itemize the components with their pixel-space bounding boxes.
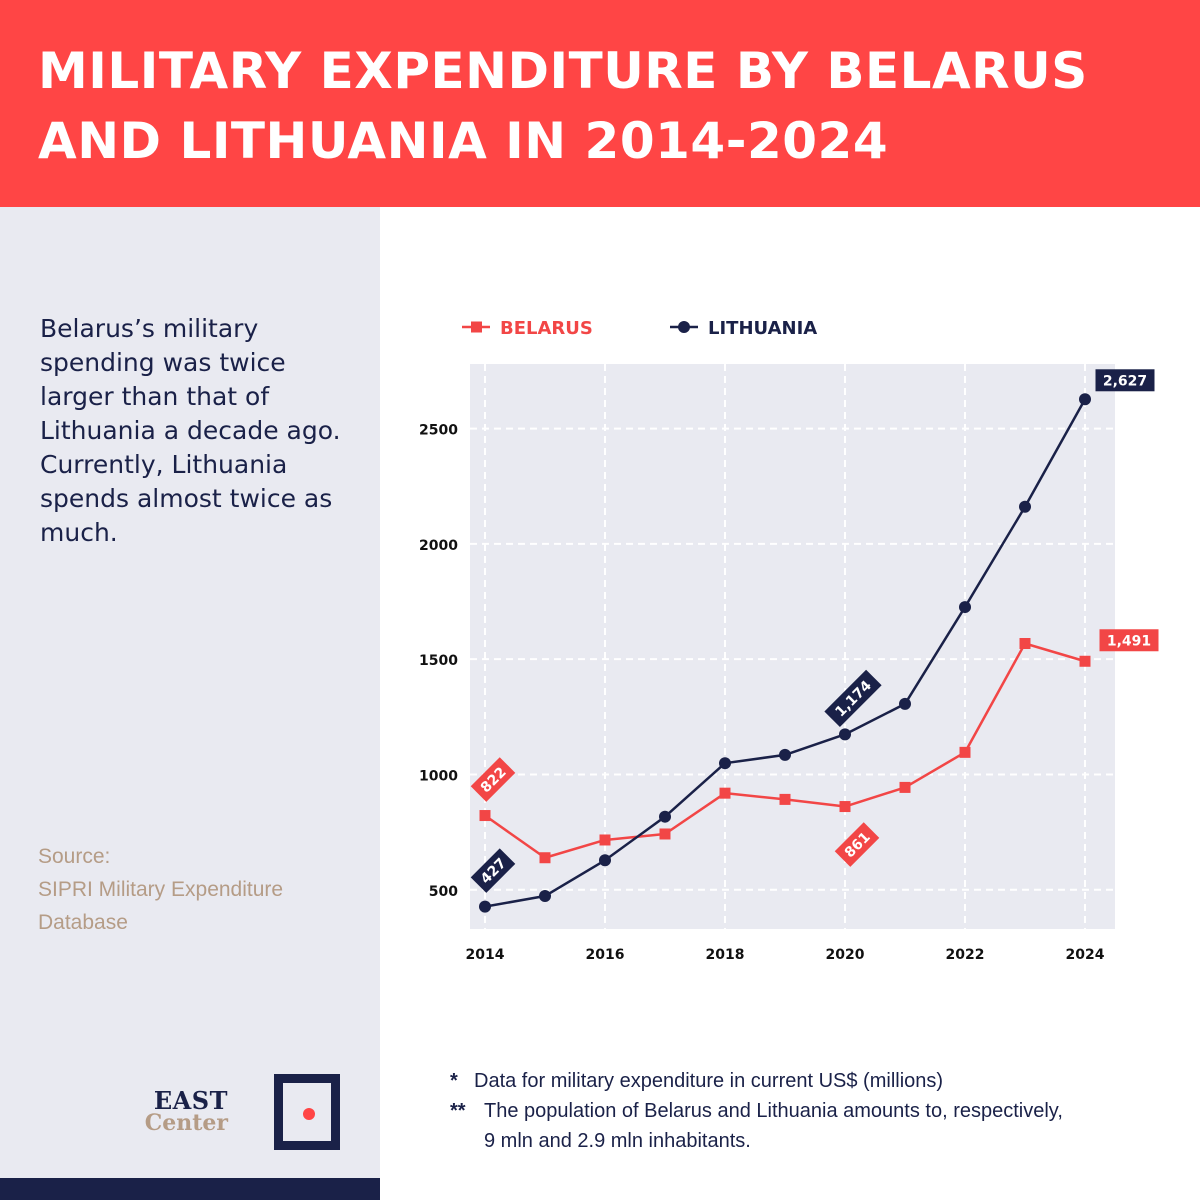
belarus-label-box [470, 757, 516, 802]
logo-dot-icon [303, 1108, 315, 1120]
lithuania-point [1019, 500, 1031, 513]
footnote-2-marker: ** [450, 1100, 466, 1122]
footnote-1: * Data for military expenditure in curre… [450, 1066, 1170, 1096]
footnotes: * Data for military expenditure in curre… [450, 1066, 1170, 1156]
belarus-point [539, 852, 551, 864]
x-tick-label: 2018 [706, 947, 745, 963]
summary-text: Belarus’s military spending was twice la… [40, 314, 341, 547]
lithuania-data-label: 2,627 [1095, 369, 1155, 392]
footnote-2-text: The population of Belarus and Lithuania … [484, 1100, 1063, 1122]
sidebar [0, 207, 380, 1200]
sidebar-bottom-bar [0, 1178, 380, 1200]
legend-belarus-label: BELARUS [500, 318, 593, 339]
chart-grid [470, 364, 1115, 929]
lithuania-point [959, 601, 971, 614]
footnote-2-continued: 9 mln and 2.9 mln inhabitants. [484, 1130, 751, 1152]
y-axis: 500 1000 1500 2000 2500 [419, 423, 458, 900]
source-text: SIPRI Military Expenditure Database [38, 878, 284, 934]
x-tick-label: 2022 [946, 947, 985, 963]
source-block: Source: SIPRI Military Expenditure Datab… [38, 840, 358, 939]
lithuania-point [1079, 393, 1091, 406]
x-tick-label: 2014 [466, 947, 505, 963]
lithuania-label-box [1095, 369, 1155, 392]
footnote-1-text: Data for military expenditure in current… [474, 1070, 944, 1092]
belarus-point [599, 834, 611, 846]
lithuania-point [899, 697, 911, 710]
belarus-point [1079, 655, 1091, 667]
y-tick-label: 1000 [419, 768, 458, 784]
x-axis: 2014 2016 2018 2020 2022 2024 [466, 947, 1105, 963]
east-center-logo: EAST Center [145, 1074, 340, 1150]
header-banner: MILITARY EXPENDITURE BY BELARUS AND LITH… [0, 0, 1200, 207]
y-tick-label: 2000 [419, 538, 458, 554]
legend-lithuania: LITHUANIA [670, 318, 817, 339]
lithuania-point [479, 900, 491, 913]
belarus-point [1019, 638, 1031, 650]
x-tick-label: 2016 [586, 947, 625, 963]
lithuania-label-text: 2,627 [1103, 373, 1147, 389]
belarus-point [479, 810, 491, 822]
y-tick-label: 500 [429, 884, 458, 900]
legend-lithuania-marker [678, 321, 690, 333]
line-chart: BELARUS LITHUANIA 500 1000 1500 2000 2500 201… [419, 318, 1159, 963]
y-tick-label: 1500 [419, 653, 458, 669]
x-tick-label: 2024 [1066, 947, 1105, 963]
belarus-point [959, 746, 971, 758]
source-label: Source: [38, 845, 111, 868]
belarus-data-label: 1,491 [1099, 629, 1159, 652]
legend-lithuania-label: LITHUANIA [708, 318, 817, 339]
logo-square-icon [274, 1074, 340, 1150]
logo-center-text: Center [144, 1110, 228, 1136]
belarus-point [899, 781, 911, 793]
lithuania-point [539, 890, 551, 903]
belarus-point [659, 828, 671, 840]
belarus-point [839, 801, 851, 813]
chart-legend: BELARUS LITHUANIA [462, 318, 817, 339]
lithuania-label-box [824, 669, 882, 728]
legend-belarus: BELARUS [462, 318, 593, 339]
logo-east-text: EAST [153, 1086, 228, 1115]
belarus-point [779, 793, 791, 805]
page-title: MILITARY EXPENDITURE BY BELARUS AND LITH… [38, 42, 1088, 170]
footnote-2: ** The population of Belarus and Lithuan… [450, 1096, 1170, 1126]
lithuania-data-label: 427 [470, 848, 516, 893]
y-tick-label: 2500 [419, 423, 458, 439]
belarus-label-box [834, 822, 880, 867]
footnote-1-marker: * [450, 1070, 458, 1092]
lithuania-point [839, 728, 851, 741]
x-tick-label: 2020 [826, 947, 865, 963]
lithuania-label-box [470, 848, 516, 893]
legend-belarus-marker [471, 321, 482, 333]
plot-area [470, 364, 1115, 929]
belarus-label-box [1099, 629, 1159, 652]
belarus-point [719, 787, 731, 799]
lithuania-point [719, 757, 731, 770]
belarus-label-text: 1,491 [1107, 633, 1151, 649]
lithuania-point [659, 810, 671, 823]
chart-series [479, 393, 1091, 913]
lithuania-point [779, 748, 791, 761]
lithuania-point [599, 854, 611, 867]
